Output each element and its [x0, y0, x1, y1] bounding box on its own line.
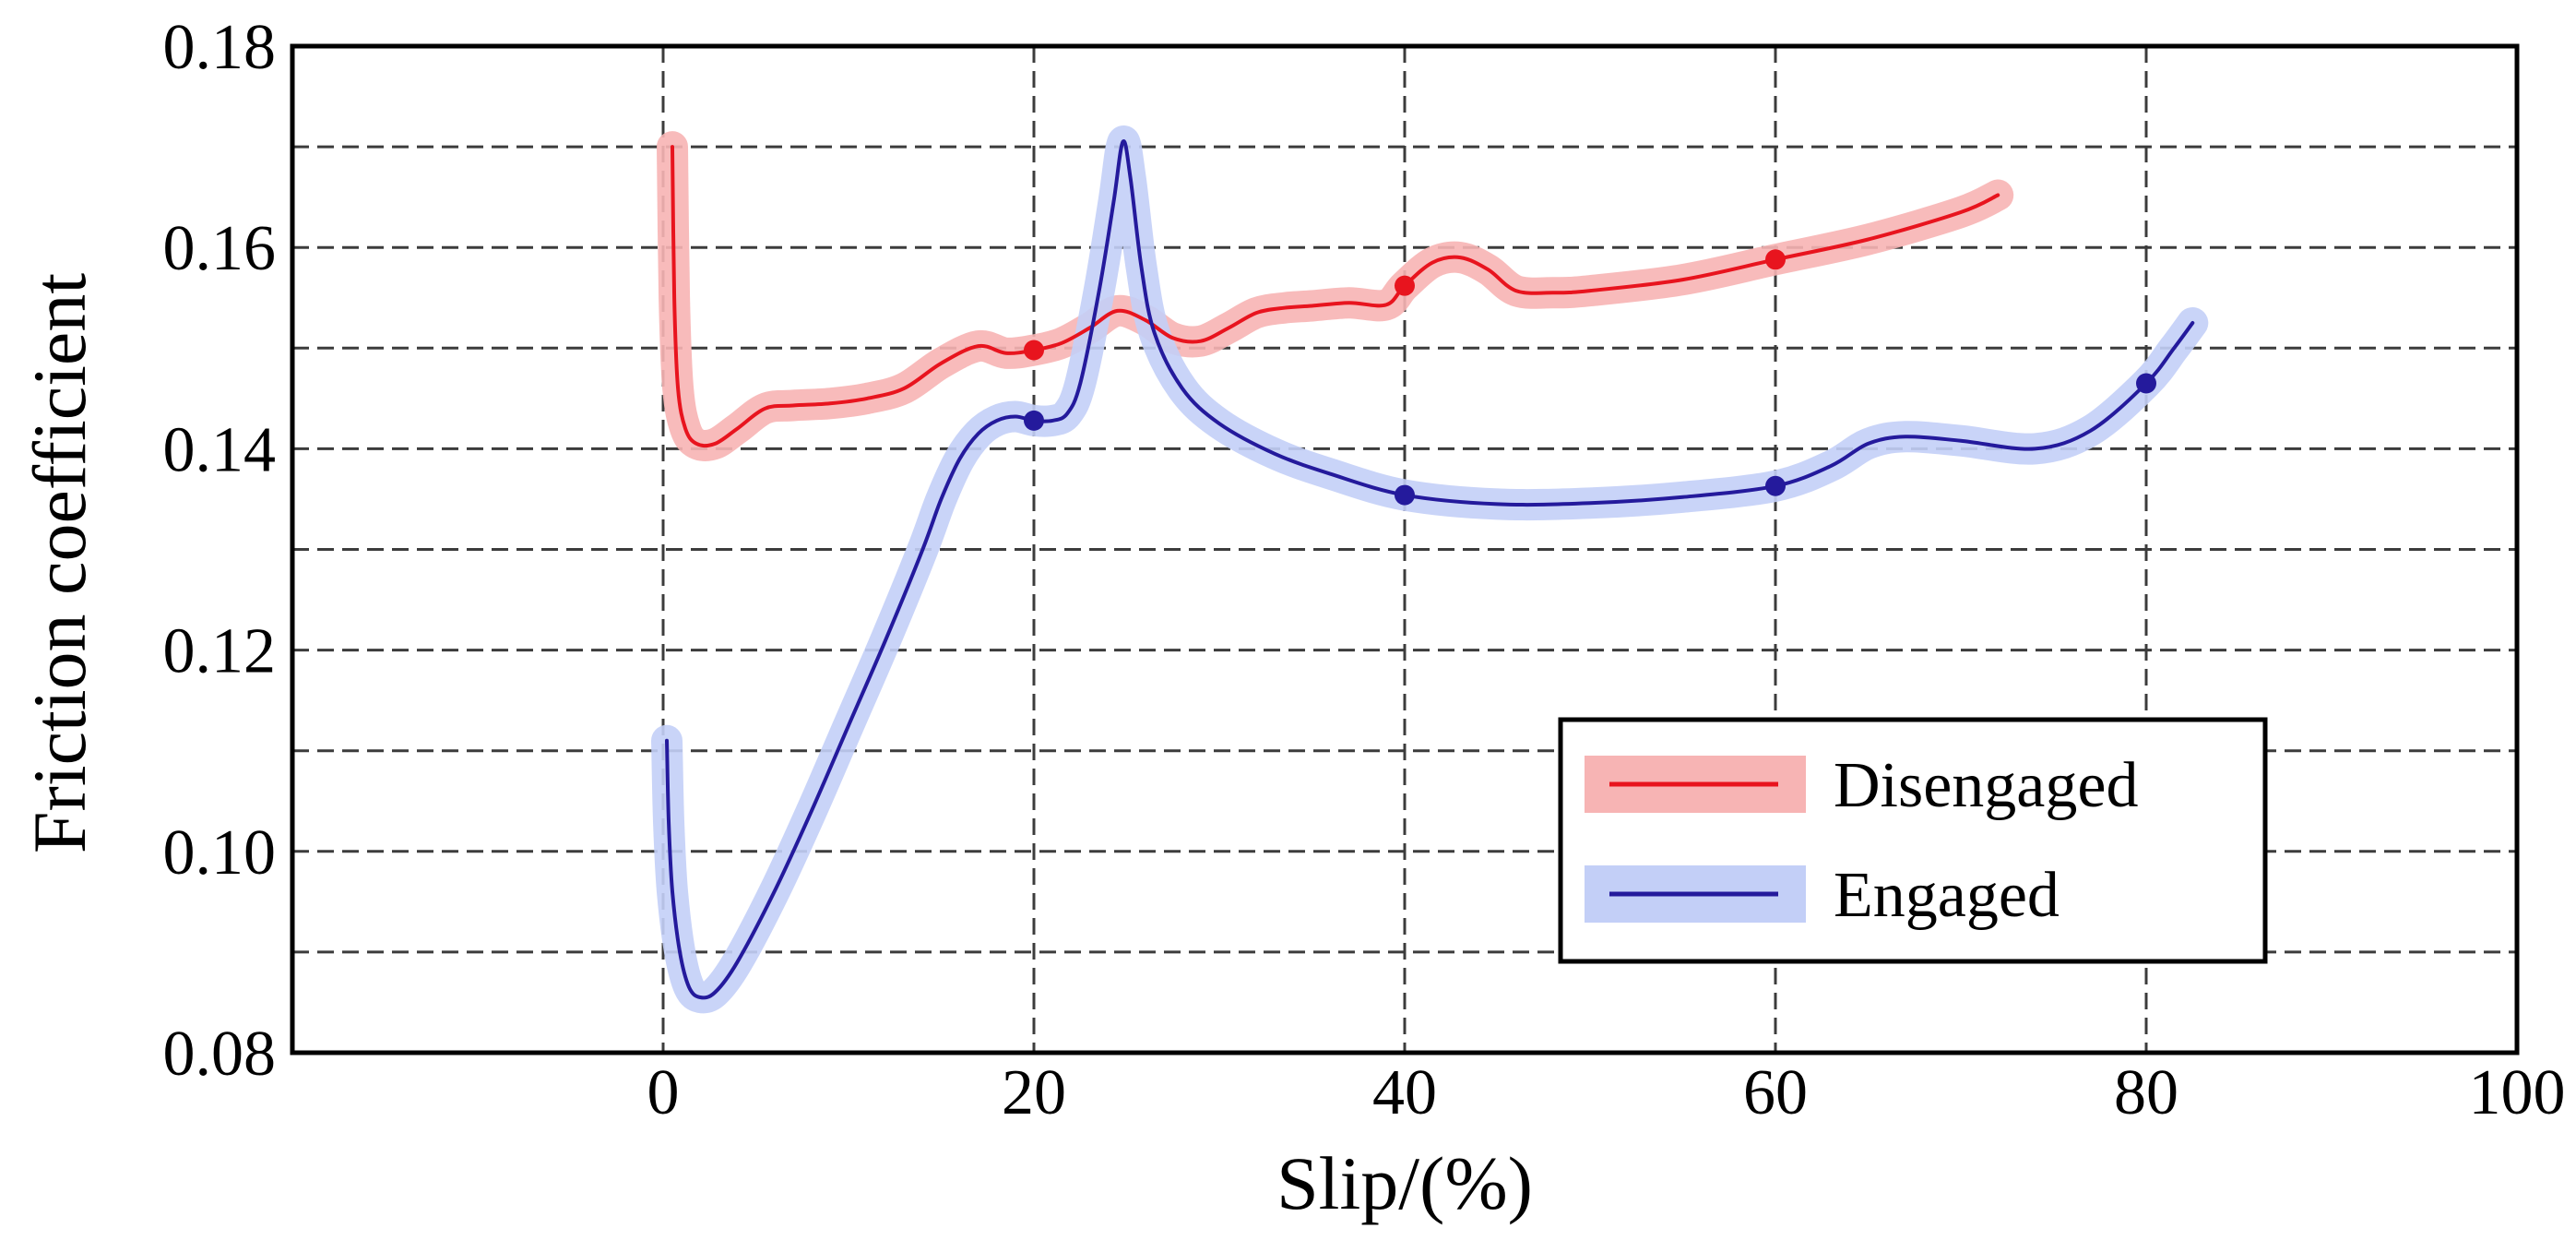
data-point-engaged — [2136, 373, 2156, 394]
y-tick-label: 0.18 — [163, 12, 277, 83]
data-point-engaged — [1395, 484, 1415, 506]
legend-label-disengaged: Disengaged — [1834, 750, 2138, 821]
data-point-disengaged — [1395, 275, 1415, 296]
axis-ticks: 0 20 40 60 80 100 0.08 0.10 0.12 0.14 0.16 0.18 — [163, 12, 2566, 1128]
x-tick-label: 40 — [1372, 1057, 1437, 1128]
data-point-disengaged — [1765, 249, 1786, 270]
plot-series — [651, 125, 2209, 1014]
series-line-disengaged — [671, 145, 2000, 447]
y-tick-label: 0.08 — [163, 1019, 277, 1090]
legend-label-engaged: Engaged — [1834, 860, 2060, 931]
x-tick-label: 100 — [2469, 1057, 2566, 1128]
y-tick-label: 0.10 — [163, 817, 277, 888]
x-axis-title: Slip/(%) — [1276, 1141, 1533, 1225]
series-line-engaged — [665, 139, 2195, 1000]
legend: Disengaged Engaged — [1558, 717, 2268, 964]
x-tick-label: 0 — [647, 1057, 680, 1128]
y-tick-label: 0.16 — [163, 213, 277, 284]
data-point-engaged — [1765, 475, 1786, 496]
data-point-engaged — [1024, 410, 1044, 431]
y-axis-title: Friction coefficient — [18, 273, 101, 853]
x-tick-label: 80 — [2114, 1057, 2178, 1128]
data-point-disengaged — [1024, 340, 1044, 361]
y-tick-label: 0.14 — [163, 414, 277, 485]
x-tick-label: 20 — [1002, 1057, 1066, 1128]
y-tick-label: 0.12 — [163, 616, 277, 687]
plot-frame — [290, 43, 2520, 1055]
series-halo-disengaged — [657, 131, 2014, 461]
x-tick-label: 60 — [1743, 1057, 1808, 1128]
